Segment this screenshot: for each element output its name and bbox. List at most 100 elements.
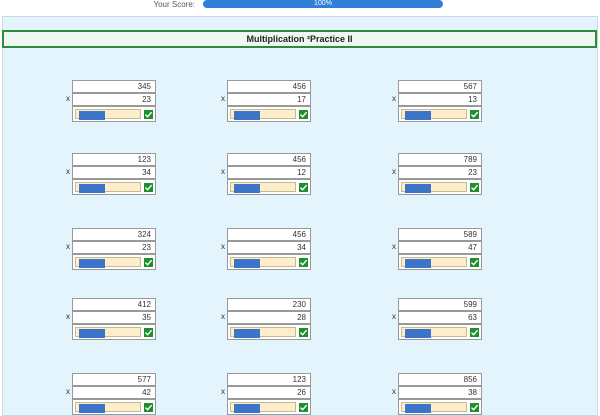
answer-input[interactable] <box>230 109 296 120</box>
check-icon <box>299 403 308 412</box>
answer-field[interactable] <box>398 254 482 270</box>
bottom-number: 47 <box>398 241 482 254</box>
bottom-number: 34 <box>227 241 311 254</box>
operator: x <box>392 242 396 251</box>
bottom-number: 34 <box>72 166 156 179</box>
top-number: 345 <box>72 80 156 93</box>
top-number: 123 <box>72 153 156 166</box>
answer-input[interactable] <box>401 109 467 120</box>
answer-highlight <box>405 329 431 338</box>
answer-highlight <box>234 111 260 120</box>
bottom-number: 28 <box>227 311 311 324</box>
answer-highlight <box>405 184 431 193</box>
check-icon <box>470 183 479 192</box>
operator: x <box>392 312 396 321</box>
answer-field[interactable] <box>398 399 482 415</box>
operator: x <box>221 94 225 103</box>
bottom-number: 12 <box>227 166 311 179</box>
answer-highlight <box>79 404 105 413</box>
answer-input[interactable] <box>230 402 296 413</box>
answer-highlight <box>79 111 105 120</box>
operator: x <box>221 387 225 396</box>
answer-highlight <box>79 329 105 338</box>
bottom-number: 42 <box>72 386 156 399</box>
check-icon <box>144 403 153 412</box>
answer-input[interactable] <box>75 182 141 193</box>
answer-field[interactable] <box>398 324 482 340</box>
answer-highlight <box>405 111 431 120</box>
check-icon <box>470 110 479 119</box>
answer-input[interactable] <box>75 109 141 120</box>
top-number: 324 <box>72 228 156 241</box>
answer-field[interactable] <box>72 106 156 122</box>
answer-input[interactable] <box>230 182 296 193</box>
answer-field[interactable] <box>398 179 482 195</box>
check-icon <box>144 183 153 192</box>
operator: x <box>66 387 70 396</box>
answer-field[interactable] <box>72 324 156 340</box>
bottom-number: 26 <box>227 386 311 399</box>
top-number: 230 <box>227 298 311 311</box>
answer-field[interactable] <box>227 179 311 195</box>
bottom-number: 23 <box>398 166 482 179</box>
check-icon <box>470 258 479 267</box>
top-number: 456 <box>227 153 311 166</box>
operator: x <box>392 167 396 176</box>
operator: x <box>66 242 70 251</box>
title: Multiplication ²Practice II <box>2 30 597 48</box>
answer-field[interactable] <box>72 254 156 270</box>
panel <box>2 16 598 416</box>
answer-input[interactable] <box>401 182 467 193</box>
check-icon <box>299 183 308 192</box>
answer-field[interactable] <box>398 106 482 122</box>
answer-highlight <box>79 259 105 268</box>
top-number: 589 <box>398 228 482 241</box>
answer-highlight <box>79 184 105 193</box>
check-icon <box>144 110 153 119</box>
top-number: 577 <box>72 373 156 386</box>
top-number: 123 <box>227 373 311 386</box>
answer-highlight <box>234 329 260 338</box>
top-number: 456 <box>227 228 311 241</box>
answer-input[interactable] <box>401 257 467 268</box>
top-number: 412 <box>72 298 156 311</box>
check-icon <box>144 328 153 337</box>
answer-input[interactable] <box>230 257 296 268</box>
operator: x <box>66 94 70 103</box>
answer-highlight <box>405 259 431 268</box>
answer-input[interactable] <box>230 327 296 338</box>
top-number: 567 <box>398 80 482 93</box>
answer-field[interactable] <box>72 399 156 415</box>
answer-field[interactable] <box>227 399 311 415</box>
answer-input[interactable] <box>75 257 141 268</box>
bottom-number: 23 <box>72 241 156 254</box>
answer-input[interactable] <box>401 402 467 413</box>
answer-highlight <box>405 404 431 413</box>
bottom-number: 38 <box>398 386 482 399</box>
check-icon <box>470 328 479 337</box>
operator: x <box>66 312 70 321</box>
bottom-number: 63 <box>398 311 482 324</box>
bottom-number: 23 <box>72 93 156 106</box>
operator: x <box>221 242 225 251</box>
operator: x <box>392 94 396 103</box>
top-number: 599 <box>398 298 482 311</box>
operator: x <box>392 387 396 396</box>
answer-field[interactable] <box>227 106 311 122</box>
answer-field[interactable] <box>227 254 311 270</box>
score-label: Your Score: <box>153 0 195 9</box>
check-icon <box>299 110 308 119</box>
answer-input[interactable] <box>75 327 141 338</box>
check-icon <box>470 403 479 412</box>
answer-highlight <box>234 184 260 193</box>
bottom-number: 13 <box>398 93 482 106</box>
answer-field[interactable] <box>72 179 156 195</box>
answer-input[interactable] <box>75 402 141 413</box>
answer-highlight <box>234 259 260 268</box>
score-progress: 100% <box>203 0 443 8</box>
top-number: 456 <box>227 80 311 93</box>
answer-field[interactable] <box>227 324 311 340</box>
answer-input[interactable] <box>401 327 467 338</box>
check-icon <box>144 258 153 267</box>
